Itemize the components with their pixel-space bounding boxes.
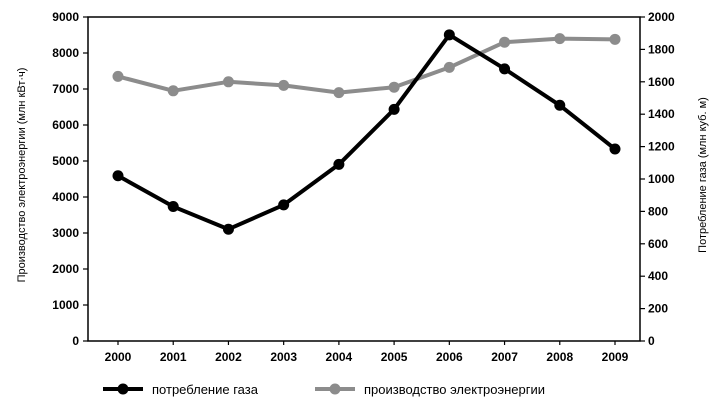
legend-item-gas: потребление газа [103,382,259,397]
left-axis-title: Производство электроэнергии (млн кВт·ч) [16,68,28,283]
data-point-gas [167,201,179,213]
right-tick-label: 0 [648,334,655,348]
data-point-gas [388,103,400,115]
data-point-electricity [278,79,290,91]
legend: потребление газа производство электроэне… [103,382,545,397]
x-tick-label: 2009 [602,350,629,364]
right-tick-label: 1600 [648,75,675,89]
right-tick-label: 1400 [648,107,675,121]
x-tick-label: 2006 [436,350,463,364]
series-line-gas [117,32,617,232]
left-tick-label: 5000 [52,154,79,168]
x-tick-label: 2004 [326,350,353,364]
legend-item-electricity: производство электроэнергии [315,382,545,397]
data-point-electricity [499,36,511,48]
x-tick-label: 2005 [381,350,408,364]
left-tick-label: 0 [72,334,79,348]
left-tick-label: 8000 [52,46,79,60]
right-tick-label: 2000 [648,10,675,24]
data-point-gas [499,63,511,75]
right-tick-label: 1800 [648,42,675,56]
x-tick-label: 2000 [105,350,132,364]
series-line-electricity [117,36,616,95]
x-axis: 2000 2001 2002 2003 2004 2005 2006 2007 2008 2009 [105,341,629,364]
plot-frame [87,16,641,342]
series-layer [112,29,621,235]
right-tick-label: 600 [648,237,668,251]
x-tick-label: 2003 [270,350,297,364]
data-point-gas [278,199,290,211]
data-point-electricity [222,76,234,88]
data-point-electricity [554,33,566,45]
data-point-gas [443,29,455,41]
data-point-electricity [443,61,455,73]
data-point-electricity [333,87,345,99]
data-point-gas [333,158,345,170]
left-tick-label: 1000 [52,298,79,312]
data-point-gas [609,143,621,155]
left-tick-label: 6000 [52,118,79,132]
legend-marker-electricity [329,383,341,395]
data-point-gas [112,170,124,182]
left-y-axis: 0 1000 2000 3000 4000 5000 6000 7000 8000 9000 [52,10,88,348]
left-tick-label: 4000 [52,190,79,204]
data-point-electricity [112,70,124,82]
x-tick-label: 2001 [160,350,187,364]
data-point-electricity [167,85,179,97]
x-tick-label: 2008 [546,350,573,364]
plot-border [87,16,641,342]
x-tick-label: 2007 [491,350,518,364]
right-tick-label: 400 [648,269,668,283]
data-point-electricity [609,33,621,45]
x-tick-label: 2002 [215,350,242,364]
data-point-gas [222,223,234,235]
left-tick-label: 2000 [52,262,79,276]
right-y-axis: 0 200 400 600 800 1000 1200 1400 1600 1800 2000 [640,10,675,348]
right-tick-label: 200 [648,302,668,316]
right-tick-label: 1000 [648,172,675,186]
legend-marker-gas [117,383,129,395]
right-tick-label: 800 [648,204,668,218]
right-axis-title: Потребление газа (млн куб. м) [697,97,709,253]
left-tick-label: 3000 [52,226,79,240]
left-tick-label: 9000 [52,10,79,24]
legend-label-gas: потребление газа [152,382,259,397]
data-point-electricity [388,81,400,93]
data-point-gas [554,99,566,111]
left-tick-label: 7000 [52,82,79,96]
legend-label-electricity: производство электроэнергии [364,382,545,397]
right-tick-label: 1200 [648,140,675,154]
